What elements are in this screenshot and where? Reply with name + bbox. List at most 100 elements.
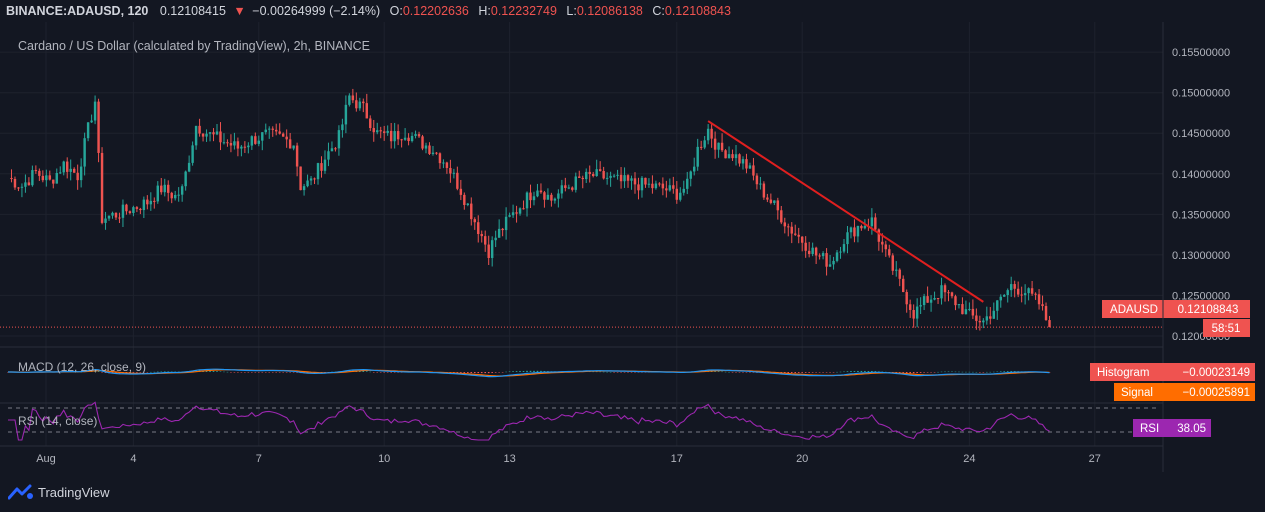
candle — [393, 122, 396, 149]
candle — [34, 165, 38, 174]
candle — [97, 98, 100, 163]
macd-histogram-bar — [613, 372, 615, 373]
candle — [254, 132, 257, 145]
candle — [271, 126, 274, 137]
macd-histogram-bar — [139, 372, 142, 373]
candle — [738, 153, 741, 167]
macd-histogram-bar — [815, 372, 817, 373]
macd-histogram-bar — [944, 371, 946, 373]
candle — [637, 177, 640, 200]
macd-histogram-bar — [379, 372, 382, 373]
candle — [208, 132, 212, 142]
macd-histogram-bar — [843, 371, 845, 373]
trendline[interactable] — [707, 120, 984, 303]
macd-histogram-bar — [529, 370, 532, 372]
candle — [477, 215, 480, 243]
candle — [1041, 295, 1044, 311]
candle — [585, 168, 588, 183]
branding[interactable]: TradingView — [8, 482, 110, 502]
candle — [658, 182, 661, 187]
candle — [369, 115, 372, 132]
candle — [24, 174, 27, 193]
macd-histogram-bar — [634, 372, 636, 373]
macd-histogram-bar — [972, 371, 974, 373]
rsi-value: 38.05 — [1177, 423, 1206, 435]
candle — [982, 318, 985, 329]
candle — [163, 178, 166, 197]
candle — [1006, 288, 1009, 303]
candle — [630, 175, 633, 190]
price-axis[interactable]: 0.15500000 0.15000000 0.14500000 0.14000000… — [1172, 47, 1230, 343]
candle — [407, 133, 410, 146]
macd-histogram-bar — [480, 372, 483, 374]
price-tick-label: 0.13000000 — [1172, 250, 1230, 262]
macd-histogram-bar — [930, 372, 932, 373]
candle — [149, 192, 153, 211]
candle — [748, 162, 752, 169]
candle — [316, 162, 320, 185]
candle — [682, 180, 685, 196]
candle — [755, 173, 759, 190]
candle — [355, 92, 358, 112]
symbol-label[interactable]: BINANCE:ADAUSD, 120 — [6, 4, 149, 18]
candle — [581, 175, 584, 189]
candle — [20, 183, 24, 198]
macd-histogram-bar — [543, 371, 546, 372]
histogram-tag-bg — [1090, 363, 1255, 381]
macd-histogram-bar — [902, 372, 905, 373]
macd-histogram-bar — [146, 372, 149, 373]
rsi-tag: RSI 38.05 — [1133, 419, 1211, 437]
candle — [247, 142, 250, 154]
macd-histogram-bar — [860, 370, 863, 372]
macd-histogram-bar — [477, 372, 480, 374]
macd-histogram-bar — [846, 371, 849, 372]
candle — [706, 124, 710, 145]
candle — [243, 141, 247, 153]
candle — [226, 139, 229, 147]
macd-histogram-bar — [533, 370, 535, 372]
time-tick-label: 7 — [256, 453, 262, 465]
candle — [901, 275, 905, 293]
candle — [114, 212, 118, 221]
price-tag-symbol: ADAUSD — [1110, 304, 1158, 316]
macd-histogram-bar — [386, 372, 389, 373]
macd-histogram-bar — [940, 371, 943, 373]
time-axis[interactable]: Aug 4 7 10 13 17 20 24 27 — [36, 453, 1101, 465]
candle — [968, 302, 971, 312]
candle — [731, 149, 734, 161]
candle — [379, 126, 382, 139]
chart-canvas[interactable]: Cardano / US Dollar (calculated by Tradi… — [0, 22, 1265, 480]
candle — [278, 123, 281, 135]
candle — [327, 142, 330, 167]
candle — [689, 170, 692, 187]
candle — [692, 157, 696, 176]
candle — [396, 124, 400, 146]
candle — [187, 155, 191, 173]
macd-histogram-bar — [731, 372, 734, 373]
candle — [41, 170, 45, 183]
macd-histogram-bar — [926, 372, 929, 373]
macd-histogram-bar — [905, 372, 908, 374]
candle — [382, 125, 386, 141]
candle — [623, 167, 626, 188]
macd-histogram-bar — [947, 371, 950, 373]
macd-histogram-bar — [822, 372, 824, 373]
candle — [515, 205, 518, 223]
macd-histogram-bar — [150, 371, 152, 373]
macd-histogram-bar — [979, 372, 981, 373]
candle — [268, 126, 271, 139]
macd-histogram-bar — [742, 372, 744, 373]
candle — [950, 291, 954, 299]
candle — [745, 153, 748, 174]
candle — [957, 303, 961, 309]
candle — [125, 203, 128, 215]
candle — [703, 135, 706, 150]
macd-histogram-bar — [867, 371, 870, 372]
macd-histogram-tag: Histogram −0.00023149 — [1090, 363, 1255, 381]
macd-histogram-bar — [170, 371, 173, 373]
candle — [773, 200, 776, 206]
macd-histogram-bar — [240, 372, 243, 373]
macd-histogram-bar — [136, 372, 138, 373]
low-label: L: — [566, 4, 577, 18]
macd-histogram-bar — [1013, 371, 1016, 372]
